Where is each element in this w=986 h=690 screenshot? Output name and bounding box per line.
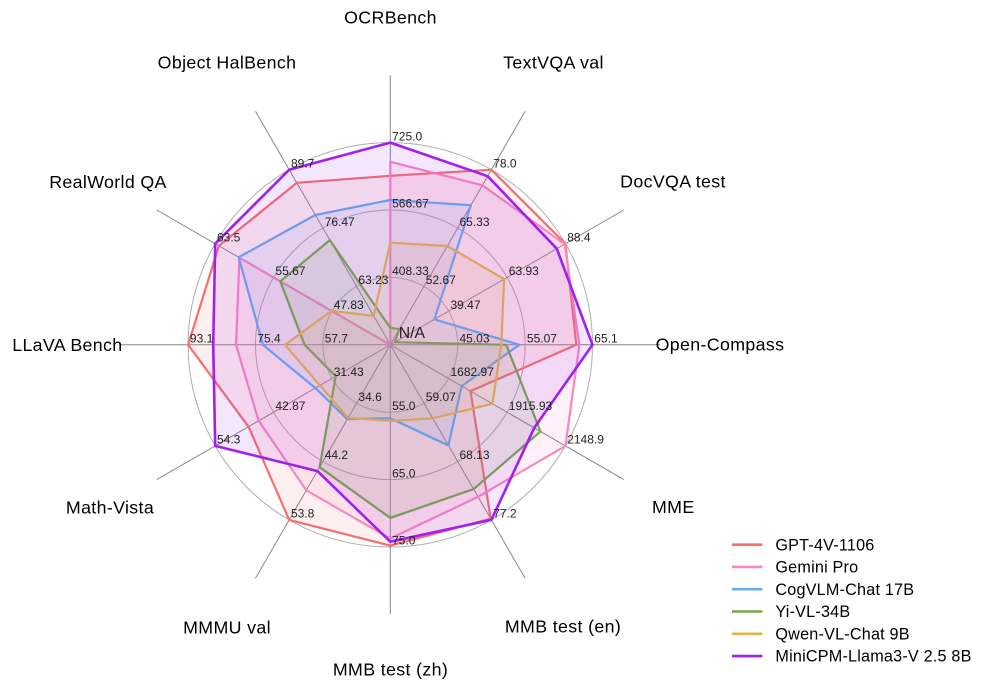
svg-text:Gemini Pro: Gemini Pro [775,559,858,577]
svg-text:GPT-4V-1106: GPT-4V-1106 [775,536,874,554]
svg-text:63.93: 63.93 [509,264,539,278]
svg-text:MME: MME [652,497,695,517]
svg-text:47.83: 47.83 [334,298,364,312]
svg-text:57.7: 57.7 [325,332,349,346]
svg-text:Math-Vista: Math-Vista [66,497,154,517]
svg-text:65.0: 65.0 [392,466,416,480]
svg-text:63.5: 63.5 [217,230,241,244]
svg-text:MiniCPM-Llama3-V 2.5 8B: MiniCPM-Llama3-V 2.5 8B [775,648,971,666]
svg-text:44.2: 44.2 [325,448,349,462]
svg-text:68.13: 68.13 [460,448,490,462]
svg-text:78.0: 78.0 [493,156,517,170]
svg-text:53.8: 53.8 [291,507,315,521]
svg-text:MMB test (zh): MMB test (zh) [333,659,448,679]
svg-text:76.47: 76.47 [325,215,355,229]
svg-text:1915.93: 1915.93 [509,399,553,413]
svg-text:2148.9: 2148.9 [567,433,604,447]
svg-text:N/A: N/A [399,325,426,342]
svg-text:RealWorld QA: RealWorld QA [49,172,167,192]
svg-text:89.7: 89.7 [291,156,315,170]
svg-text:55.67: 55.67 [275,264,305,278]
svg-text:75.4: 75.4 [257,332,281,346]
svg-text:MMB test (en): MMB test (en) [505,616,621,636]
svg-text:77.2: 77.2 [493,507,517,521]
svg-text:DocVQA test: DocVQA test [620,171,726,191]
svg-text:55.07: 55.07 [527,332,557,346]
svg-text:Object HalBench: Object HalBench [158,52,297,72]
svg-text:1682.97: 1682.97 [451,365,495,379]
svg-text:Open-Compass: Open-Compass [656,334,785,354]
svg-text:Yi-VL-34B: Yi-VL-34B [775,603,850,621]
svg-text:93.1: 93.1 [190,332,214,346]
svg-text:65.33: 65.33 [460,215,490,229]
svg-text:LLaVA Bench: LLaVA Bench [12,335,122,355]
svg-text:CogVLM-Chat 17B: CogVLM-Chat 17B [775,581,914,599]
svg-text:39.47: 39.47 [451,298,481,312]
svg-text:725.0: 725.0 [392,129,422,143]
svg-text:75.0: 75.0 [392,534,416,548]
svg-text:OCRBench: OCRBench [344,7,437,27]
svg-text:31.43: 31.43 [334,365,364,379]
svg-text:MMMU val: MMMU val [183,617,271,637]
svg-text:63.23: 63.23 [358,273,388,287]
svg-text:42.87: 42.87 [275,399,305,413]
svg-text:45.03: 45.03 [460,332,490,346]
svg-text:408.33: 408.33 [392,264,429,278]
svg-text:Qwen-VL-Chat 9B: Qwen-VL-Chat 9B [775,625,909,643]
svg-text:65.1: 65.1 [594,332,618,346]
svg-text:59.07: 59.07 [426,390,456,404]
svg-text:52.67: 52.67 [426,273,456,287]
svg-text:TextVQA val: TextVQA val [503,52,604,72]
svg-text:54.3: 54.3 [217,433,241,447]
svg-text:88.4: 88.4 [567,230,591,244]
svg-text:55.0: 55.0 [392,399,416,413]
svg-text:34.6: 34.6 [358,390,382,404]
svg-text:566.67: 566.67 [392,197,429,211]
